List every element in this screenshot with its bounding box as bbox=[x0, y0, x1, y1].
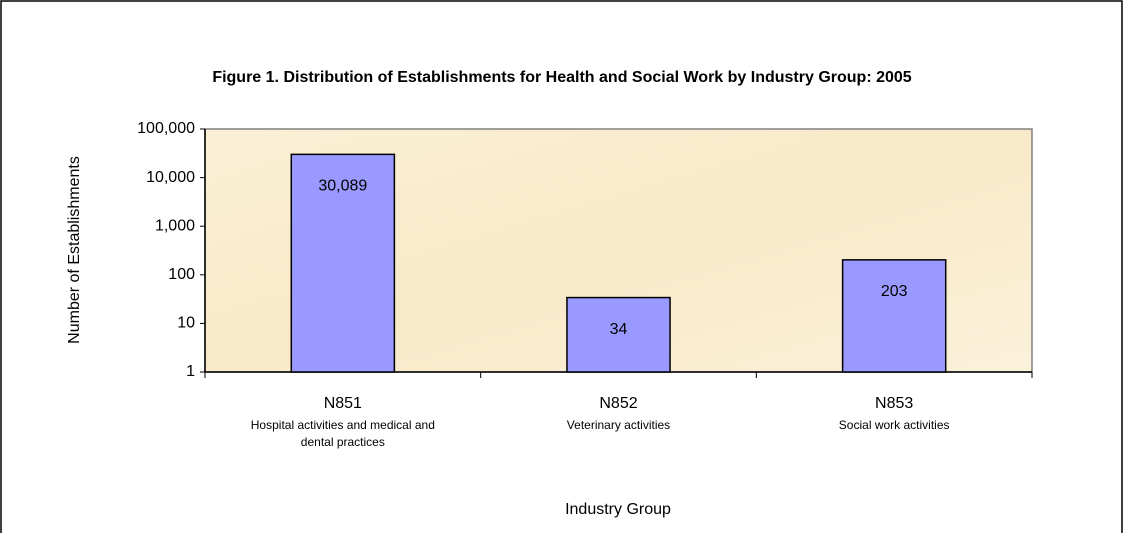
bar bbox=[290, 153, 396, 373]
x-tick-label: N852 bbox=[599, 395, 637, 412]
x-tick-label: N853 bbox=[875, 395, 913, 412]
y-tick-label: 10,000 bbox=[146, 169, 195, 186]
x-tick-label: N851 bbox=[324, 395, 362, 412]
category-description: Social work activities bbox=[838, 418, 950, 432]
value-label: 30,089 bbox=[318, 178, 367, 195]
y-tick-label: 10 bbox=[177, 315, 195, 332]
category-description: Hospital activities and medical and dent… bbox=[250, 418, 435, 449]
chart-title: Figure 1. Distribution of Establishments… bbox=[212, 69, 912, 86]
bar bbox=[841, 259, 947, 373]
y-tick-label: 1,000 bbox=[155, 217, 195, 234]
category-description: Veterinary activities bbox=[566, 418, 671, 432]
y-tick-label: 1 bbox=[186, 363, 195, 380]
x-axis-label: Industry Group bbox=[565, 501, 671, 518]
y-tick-label: 100 bbox=[168, 266, 195, 283]
bar bbox=[566, 296, 671, 373]
y-axis-label: Number of Establishments bbox=[66, 156, 83, 344]
value-label: 34 bbox=[610, 321, 628, 338]
y-tick-label: 100,000 bbox=[137, 120, 195, 137]
value-label: 203 bbox=[881, 283, 908, 300]
